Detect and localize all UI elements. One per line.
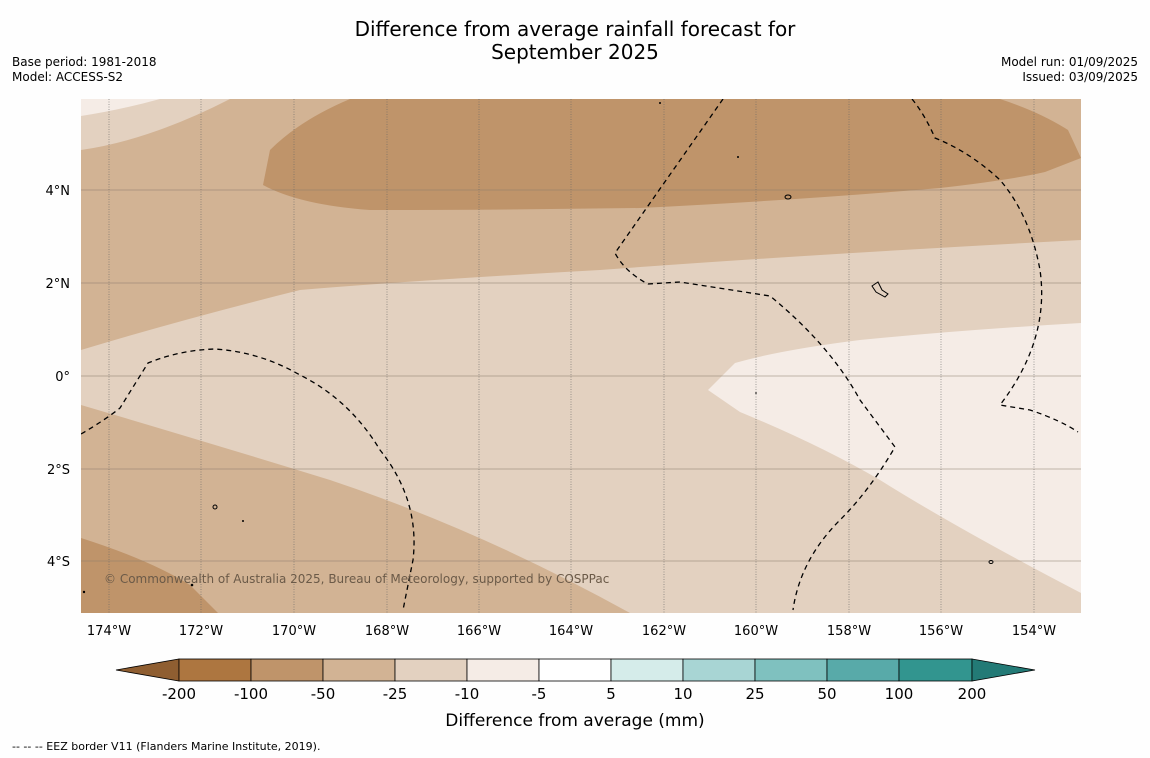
meta-left: Base period: 1981-2018 Model: ACCESS-S2 (12, 55, 157, 85)
lon-label-172w: 172°W (179, 624, 223, 639)
colorbar-segment-4 (394, 658, 468, 682)
lon-label-174w: 174°W (87, 624, 131, 639)
lon-label-162w: 162°W (642, 624, 686, 639)
region-minus100-50-south (81, 538, 218, 613)
colorbar-label: Difference from average (mm) (445, 711, 704, 731)
colorbar-tick: -100 (234, 685, 268, 703)
issued-date: Issued: 03/09/2025 (1022, 70, 1138, 84)
lon-label-154w: 154°W (1012, 624, 1056, 639)
islets (82, 102, 757, 594)
latitude-labels: 4°N 2°N 0° 2°S 4°S (46, 184, 71, 570)
lat-label-4n: 4°N (46, 184, 71, 199)
model-run: Model run: 01/09/2025 (1000, 55, 1138, 69)
lon-label-158w: 158°W (827, 624, 871, 639)
model-name: Model: ACCESS-S2 (12, 70, 124, 84)
colorbar-segment-3 (322, 658, 396, 682)
region-minus10-5 (708, 323, 1081, 593)
lon-label-166w: 166°W (457, 624, 501, 639)
colorbar-segment-11 (898, 658, 973, 682)
lon-label-160w: 160°W (734, 624, 778, 639)
meta-right: Model run: 01/09/2025 Issued: 03/09/2025 (1001, 55, 1138, 85)
colorbar-tick: -200 (162, 685, 196, 703)
colorbar-segment-2 (250, 658, 324, 682)
colorbar-segment-9 (754, 658, 828, 682)
chart-title: Difference from average rainfall forecas… (0, 18, 1150, 64)
colorbar-segment-6 (538, 658, 612, 682)
colorbar-tick: 50 (817, 685, 836, 703)
colorbar-tick: 100 (885, 685, 914, 703)
map-plot: © Commonwealth of Australia 2025, Bureau… (81, 99, 1081, 613)
colorbar-extend-high (971, 658, 1036, 682)
title-line-1: Difference from average rainfall forecas… (354, 17, 796, 41)
lat-label-2n: 2°N (46, 277, 71, 292)
latitude-gridlines (81, 189, 1081, 562)
colorbar-segment-8 (682, 658, 756, 682)
lon-label-164w: 164°W (549, 624, 593, 639)
colorbar-extend-low (115, 658, 180, 682)
colorbar (115, 658, 1036, 682)
lat-label-0: 0° (55, 370, 70, 385)
colorbar-tick: -50 (311, 685, 336, 703)
lon-label-168w: 168°W (365, 624, 409, 639)
colorbar-segment-10 (826, 658, 900, 682)
base-period: Base period: 1981-2018 (12, 55, 157, 69)
lat-label-4s: 4°S (47, 555, 70, 570)
colorbar-tick: 25 (745, 685, 764, 703)
eez-legend-note: -- -- -- EEZ border V11 (Flanders Marine… (12, 740, 321, 753)
lon-label-170w: 170°W (272, 624, 316, 639)
lat-label-2s: 2°S (47, 463, 70, 478)
colorbar-segment-7 (610, 658, 684, 682)
region-minus100-50 (263, 99, 1081, 210)
region-corner-topleft (81, 99, 230, 150)
colorbar-tick: 5 (606, 685, 616, 703)
colorbar-tick: 10 (673, 685, 692, 703)
colorbar-tick: -25 (383, 685, 408, 703)
colorbar-tick: 200 (958, 685, 987, 703)
title-line-2: September 2025 (491, 40, 659, 64)
colorbar-tick: -5 (532, 685, 547, 703)
longitude-labels: 174°W 172°W 170°W 168°W 166°W 164°W 162°… (87, 624, 1056, 639)
copyright-text: © Commonwealth of Australia 2025, Bureau… (104, 572, 609, 586)
region-corner-topleft-light (81, 99, 160, 116)
colorbar-segment-5 (466, 658, 540, 682)
longitude-gridlines (108, 99, 1035, 613)
lon-label-156w: 156°W (919, 624, 963, 639)
colorbar-ticks: -200 -100 -50 -25 -10 -5 5 10 25 50 100 … (162, 685, 986, 703)
colorbar-tick: -10 (455, 685, 480, 703)
colorbar-segment-1 (178, 658, 252, 682)
islands (212, 194, 994, 564)
eez-borders (81, 99, 1079, 611)
